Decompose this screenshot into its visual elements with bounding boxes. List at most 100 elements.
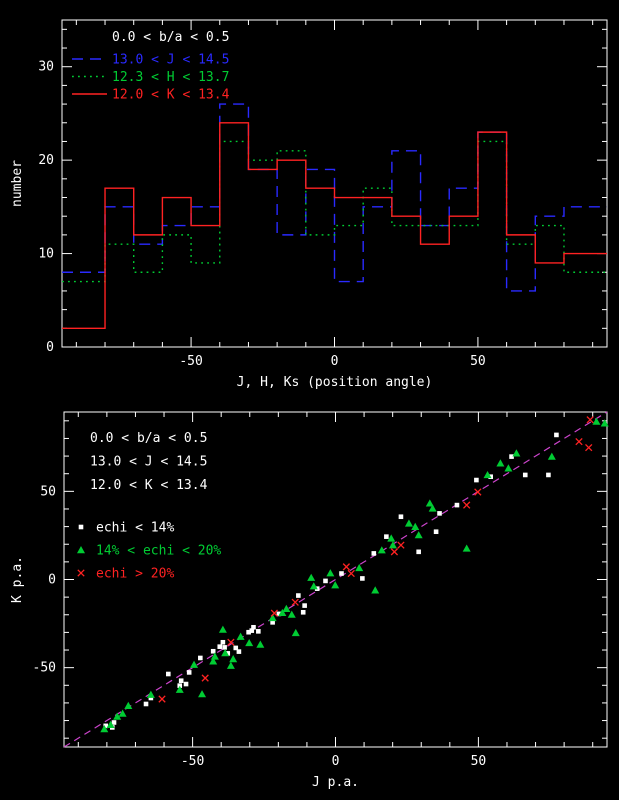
y-tick-label: -50 [33, 661, 56, 676]
square-marker [178, 678, 184, 684]
bottom-legend: 0.0 < b/a < 0.5 13.0 < J < 14.5 12.0 < K <… [77, 431, 221, 582]
y-tick-label: 20 [38, 153, 54, 168]
square-marker [249, 628, 255, 633]
legend-annotation: 13.0 < J < 14.5 [90, 455, 207, 470]
x-tick-label: -50 [181, 754, 204, 769]
triangle-marker [278, 608, 287, 617]
cross-marker [586, 416, 594, 424]
bottom-scatter-panel: -50 0 50 -50 0 50 J p.a. K p.a. 0.0 < b/a < 0.5 1… [10, 411, 609, 790]
legend-entry-label: echi > 20% [96, 567, 174, 582]
axes: -50 0 50 -50 0 50 [33, 411, 608, 769]
y-axis-title: number [10, 160, 25, 207]
triangle-marker [146, 690, 155, 698]
triangle-marker [287, 610, 296, 618]
square-marker [302, 603, 307, 608]
square-marker [416, 549, 421, 555]
triangle-marker [425, 499, 434, 507]
cross-marker [227, 638, 235, 646]
triangle-marker [198, 690, 207, 698]
square-marker [166, 671, 171, 677]
triangle-marker [175, 685, 184, 693]
x-tick-label: 0 [331, 354, 339, 369]
square-marker [186, 670, 192, 675]
scatter-series-14-echi-20- [100, 417, 609, 733]
legend-entry-label: 12.0 < K < 13.4 [112, 88, 230, 103]
cross-marker [390, 548, 399, 556]
triangle-marker [307, 573, 316, 581]
triangle-marker [428, 504, 437, 512]
square-marker [276, 611, 282, 617]
triangle-marker [221, 649, 230, 657]
triangle-marker [371, 586, 380, 594]
square-marker [522, 472, 528, 478]
triangle-marker [209, 657, 218, 665]
square-marker [360, 576, 365, 581]
legend-entry-label: 12.3 < H < 13.7 [112, 70, 229, 85]
triangle-marker [77, 546, 85, 554]
legend-entry-label: echi < 14% [96, 521, 174, 536]
triangle-marker [512, 449, 521, 457]
square-marker [220, 639, 226, 645]
triangle-marker [124, 701, 133, 709]
triangle-marker [377, 546, 386, 554]
scatter-series-echi-20- [158, 416, 594, 703]
triangle-marker [504, 464, 513, 472]
square-marker [371, 551, 377, 556]
square-marker [256, 629, 261, 634]
y-tick-label: 0 [48, 573, 56, 588]
square-marker [103, 723, 109, 729]
legend-entry-label: 14% < echi < 20% [96, 544, 221, 559]
x-axis-title: J, H, Ks (position angle) [237, 375, 433, 390]
square-marker [210, 648, 216, 654]
triangle-marker [268, 613, 277, 622]
triangle-marker [592, 417, 601, 425]
square-marker [177, 683, 183, 688]
triangle-marker [309, 582, 318, 590]
y-tick-label: 50 [40, 484, 56, 499]
legend-annotation: 0.0 < b/a < 0.5 [90, 431, 207, 446]
legend-annotation: 0.0 < b/a < 0.5 [112, 30, 229, 45]
triangle-marker [226, 661, 235, 669]
y-axis-title: K p.a. [10, 556, 25, 603]
x-tick-label: 50 [471, 754, 487, 769]
triangle-marker [411, 522, 420, 530]
legend-annotation: 12.0 < K < 13.4 [90, 478, 208, 493]
square-marker [433, 529, 439, 535]
square-marker [398, 514, 404, 520]
cross-marker [585, 443, 593, 452]
square-marker [339, 571, 344, 576]
square-marker [233, 645, 239, 651]
square-marker [323, 578, 328, 584]
x-tick-label: -50 [179, 354, 202, 369]
square-marker [217, 644, 223, 649]
square-marker [236, 649, 242, 654]
cross-marker [474, 488, 482, 496]
square-marker [474, 477, 479, 483]
identity-line [63, 411, 608, 748]
histogram-series-12-0-K-13-4 [62, 122, 607, 330]
square-marker [148, 695, 154, 701]
triangle-marker [218, 625, 227, 633]
triangle-marker [462, 544, 471, 552]
square-marker [251, 624, 256, 630]
cross-marker [270, 609, 279, 617]
square-marker [225, 651, 231, 656]
triangle-marker [256, 640, 265, 648]
cross-marker [463, 501, 471, 509]
triangle-marker [414, 531, 423, 539]
triangle-marker [387, 534, 396, 542]
triangle-marker [483, 470, 492, 479]
square-marker [300, 609, 306, 615]
y-tick-label: 0 [46, 340, 54, 355]
cross-marker [347, 569, 355, 578]
triangle-marker [331, 581, 340, 589]
square-marker [554, 432, 559, 438]
triangle-marker [100, 725, 109, 733]
cross-marker [575, 437, 583, 446]
scatter-series-echi-14- [103, 432, 559, 730]
square-marker [509, 454, 514, 459]
triangle-marker [190, 660, 199, 668]
square-marker [222, 645, 227, 650]
